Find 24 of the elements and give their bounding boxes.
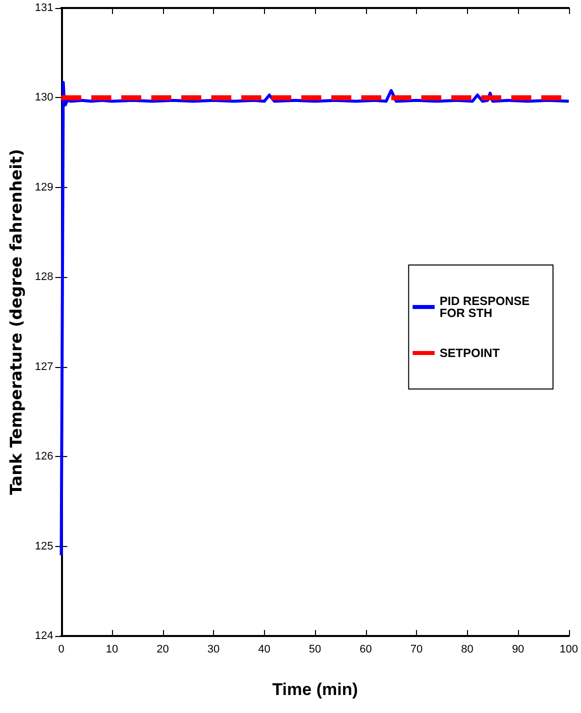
x-tick-label: 80 xyxy=(461,644,474,656)
x-tick-label: 100 xyxy=(560,644,578,656)
y-tick-label: 129 xyxy=(34,181,54,194)
x-tick-label: 40 xyxy=(258,644,270,656)
x-axis-title: Time (min) xyxy=(272,680,358,699)
y-tick-label: 131 xyxy=(34,2,54,14)
x-tick-label: 70 xyxy=(410,644,423,656)
y-tick-label: 128 xyxy=(34,271,54,284)
x-tick-label: 20 xyxy=(156,644,169,656)
x-tick-label: 90 xyxy=(512,644,524,656)
y-tick-label: 125 xyxy=(34,540,54,552)
legend-label: PID RESPONSE FOR STH xyxy=(440,294,533,320)
y-tick-label: 124 xyxy=(34,630,54,642)
x-tick-label: 60 xyxy=(360,644,372,656)
x-tick-label: 10 xyxy=(106,644,118,656)
y-tick-label: 130 xyxy=(34,92,54,104)
x-tick-label: 0 xyxy=(58,644,64,656)
legend-label: SETPOINT xyxy=(440,346,500,360)
y-tick-label: 126 xyxy=(34,450,54,463)
x-tick-label: 30 xyxy=(207,644,220,656)
x-tick-label: 50 xyxy=(308,644,322,656)
y-tick-label: 127 xyxy=(34,360,54,373)
line-series xyxy=(60,80,570,557)
y-axis-title: Tank Temperature (degree fahrenheit) xyxy=(6,148,26,496)
